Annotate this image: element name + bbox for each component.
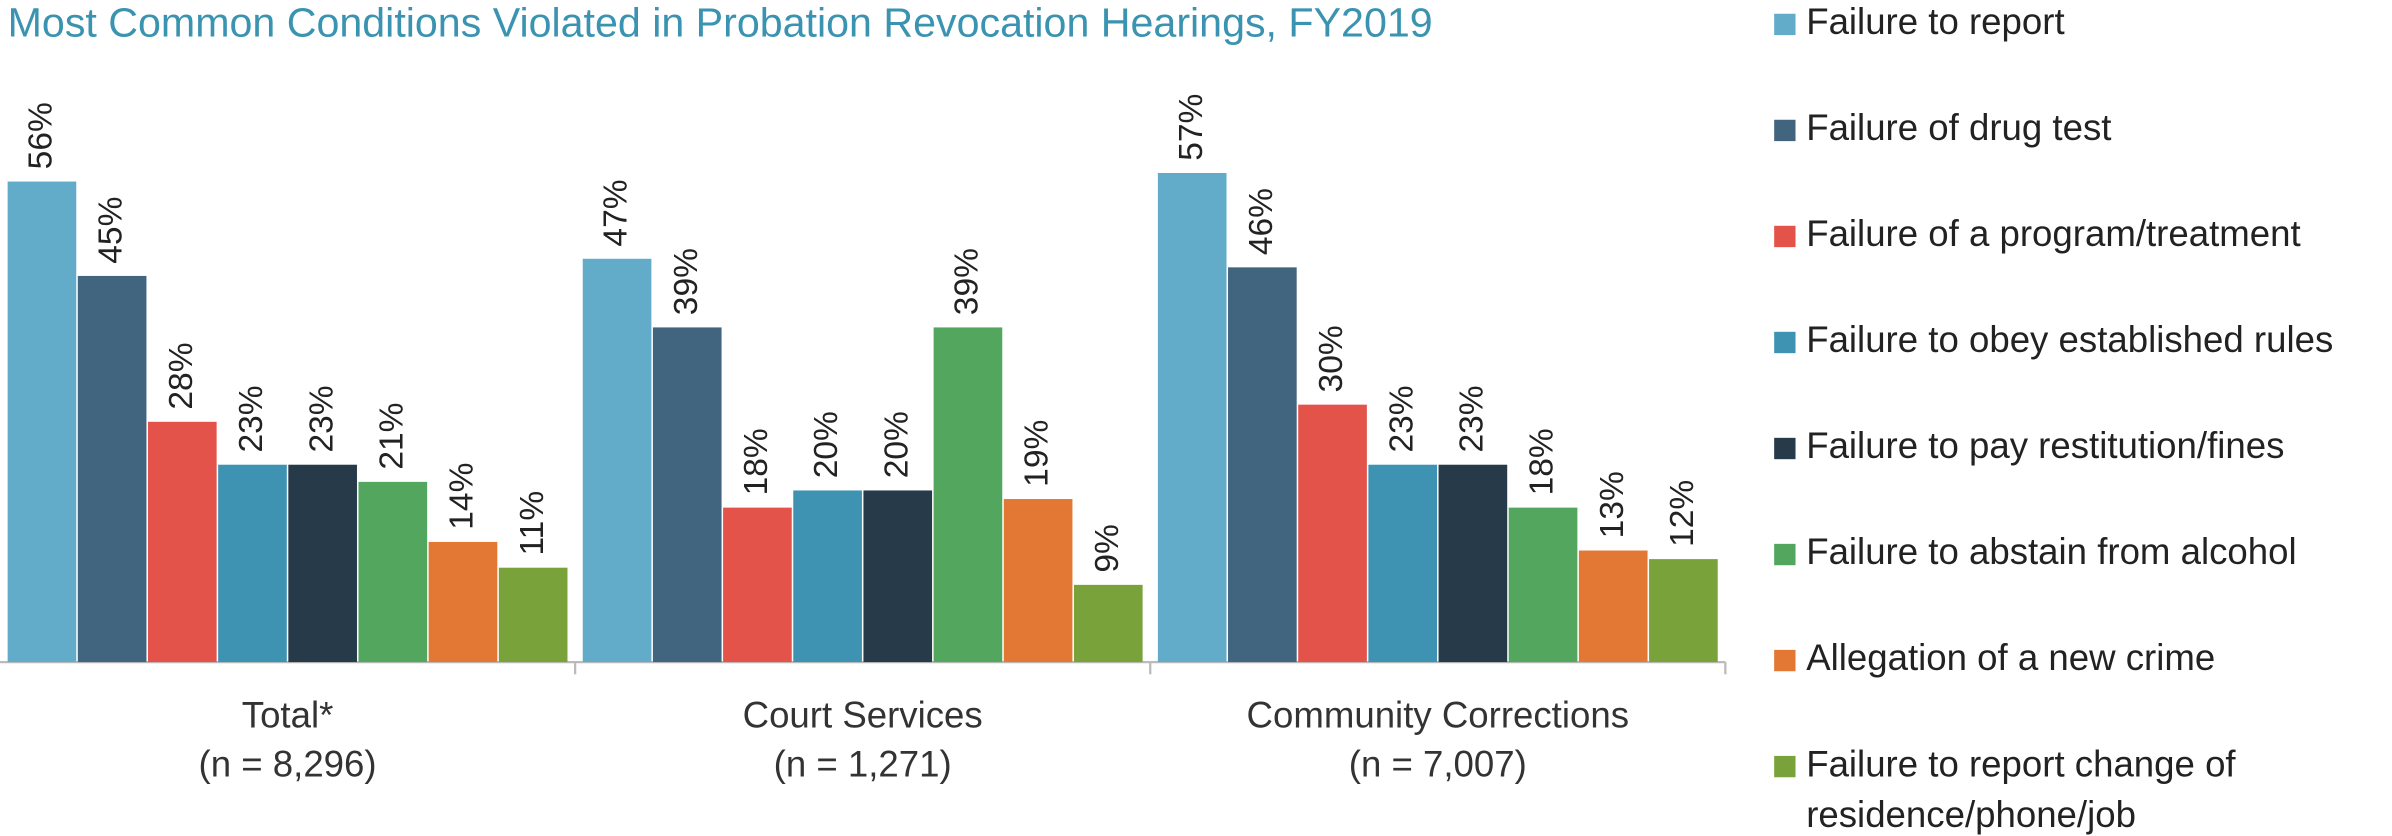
x-tick-label: Court Services <box>743 695 983 736</box>
legend-label: Failure of a program/treatment <box>1806 213 2300 254</box>
bar <box>1508 507 1578 663</box>
bar <box>582 258 652 663</box>
bar <box>1649 559 1718 663</box>
data-label: 18% <box>1524 428 1561 495</box>
bar <box>428 541 498 663</box>
data-label: 21% <box>373 403 410 470</box>
x-tick-label: Community Corrections <box>1247 695 1629 736</box>
bar <box>7 181 77 663</box>
x-tick-note: (n = 1,271) <box>774 743 952 784</box>
bar <box>863 490 933 663</box>
legend-swatch <box>1774 331 1796 354</box>
data-label: 23% <box>1383 385 1420 452</box>
data-label: 23% <box>233 385 270 452</box>
bar <box>652 327 722 663</box>
legend-swatch <box>1774 649 1796 672</box>
bar <box>77 275 147 663</box>
data-label: 56% <box>23 102 60 169</box>
legend-label: Failure to report change of residence/pho… <box>1806 743 2236 834</box>
data-label: 20% <box>808 411 845 478</box>
data-label: 39% <box>668 248 705 315</box>
bar <box>1073 584 1143 663</box>
x-tick-note: (n = 7,007) <box>1349 743 1527 784</box>
legend-swatch <box>1774 225 1796 248</box>
data-label: 9% <box>1089 524 1126 573</box>
data-label: 11% <box>514 491 551 556</box>
bar <box>1157 172 1227 663</box>
data-label: 13% <box>1594 471 1631 538</box>
data-label: 30% <box>1313 325 1350 392</box>
bar <box>1298 404 1367 663</box>
data-label: 47% <box>598 179 635 246</box>
data-label: 45% <box>93 197 130 264</box>
legend-swatch <box>1774 543 1796 566</box>
legend-label: Failure to abstain from alcohol <box>1806 531 2296 572</box>
bar <box>793 490 862 663</box>
data-label: 57% <box>1173 94 1210 161</box>
data-label: 20% <box>878 411 915 478</box>
bar <box>498 567 568 663</box>
legend-swatch <box>1774 755 1796 778</box>
data-label: 18% <box>738 428 775 495</box>
bar <box>1368 464 1438 663</box>
bar <box>723 507 792 663</box>
bar <box>288 464 357 663</box>
data-label: 39% <box>949 248 986 315</box>
bar <box>1228 267 1297 663</box>
legend-swatch <box>1774 119 1796 142</box>
legend-label: Failure to report <box>1806 1 2064 42</box>
data-label: 28% <box>163 342 200 409</box>
bar <box>147 421 217 663</box>
data-label: 19% <box>1019 420 1056 487</box>
legend-swatch <box>1774 13 1796 36</box>
bar <box>1438 464 1508 663</box>
x-tick-label: Total* <box>242 695 334 736</box>
bar <box>358 481 428 663</box>
legend-label: Allegation of a new crime <box>1806 637 2215 678</box>
legend-label: Failure to pay restitution/fines <box>1806 425 2284 466</box>
bar <box>1003 499 1073 663</box>
x-tick-note: (n = 8,296) <box>199 743 377 784</box>
chart-title: Most Common Conditions Violated in Proba… <box>8 0 1433 46</box>
legend-label: Failure of drug test <box>1806 107 2111 148</box>
data-label: 23% <box>303 385 340 452</box>
data-label: 46% <box>1243 188 1280 255</box>
legend-swatch <box>1774 437 1796 460</box>
bar <box>933 327 1003 663</box>
bar <box>1578 550 1648 663</box>
data-label: 23% <box>1454 385 1491 452</box>
data-label: 14% <box>444 463 481 530</box>
bar <box>218 464 287 663</box>
legend-label: Failure to obey established rules <box>1806 319 2333 360</box>
data-label: 12% <box>1664 480 1701 547</box>
